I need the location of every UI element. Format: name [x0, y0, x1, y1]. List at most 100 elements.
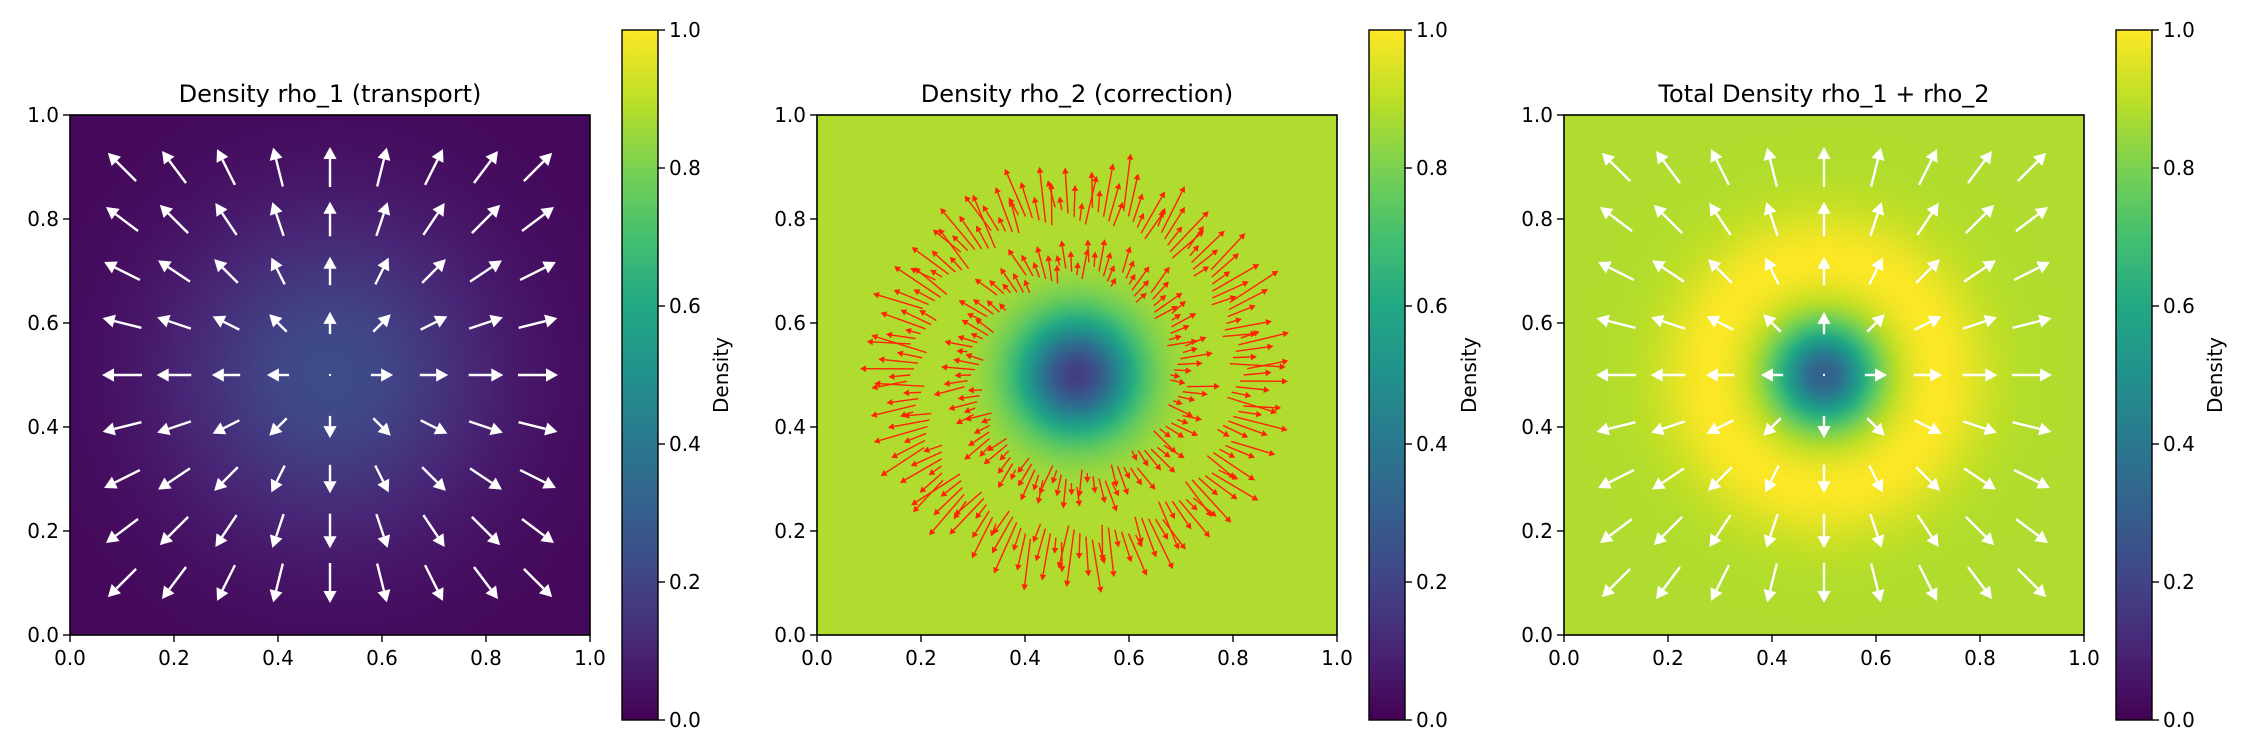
velocity-arrow: [1110, 277, 1116, 287]
velocity-arrow: [971, 516, 994, 559]
velocity-arrow: [1817, 513, 1831, 549]
velocity-arrow: [1045, 254, 1053, 282]
x-tick-label: 0.2: [905, 646, 937, 670]
velocity-arrow: [212, 315, 240, 331]
velocity-arrow: [1963, 260, 1996, 283]
velocity-arrow: [1162, 518, 1186, 550]
velocity-arrow: [953, 357, 980, 366]
y-tick: 0.6: [1521, 311, 1564, 335]
y-tick: 1.0: [774, 103, 817, 127]
velocity-arrow: [1967, 151, 1992, 184]
velocity-arrow: [965, 353, 984, 361]
velocity-arrow: [1091, 251, 1099, 267]
y-tick: 0.2: [27, 519, 70, 543]
velocity-arrow: [1174, 367, 1192, 374]
velocity-arrow: [999, 450, 1010, 461]
colorbar-tick-label: 0.2: [1416, 570, 1448, 594]
velocity-arrow: [1817, 256, 1831, 286]
panel-title: Density rho_1 (transport): [179, 80, 482, 108]
y-tick: 1.0: [27, 103, 70, 127]
y-tick: 0.4: [774, 415, 817, 439]
velocity-arrow: [421, 259, 446, 284]
velocity-arrow: [954, 372, 972, 379]
velocity-arrow: [940, 480, 962, 497]
colorbar-tick: 0.0: [2152, 708, 2195, 732]
x-tick: 1.0: [1321, 635, 1353, 670]
velocity-arrow: [420, 419, 448, 435]
velocity-arrow: [964, 195, 992, 232]
velocity-arrow: [1038, 465, 1054, 495]
velocity-arrow: [872, 292, 923, 310]
velocity-arrow: [1021, 538, 1032, 591]
velocity-arrow: [107, 152, 137, 182]
velocity-arrow: [1170, 313, 1197, 328]
colorbar-tick: 0.2: [1405, 570, 1448, 594]
velocity-arrow: [1601, 568, 1631, 598]
velocity-arrow: [940, 208, 976, 251]
velocity-arrow: [1191, 479, 1232, 523]
velocity-arrow: [1962, 368, 1998, 382]
velocity-arrow: [1032, 523, 1042, 543]
velocity-arrow: [162, 566, 187, 599]
velocity-arrow: [1133, 280, 1150, 297]
x-tick: 0.2: [1652, 635, 1684, 670]
panel-title: Density rho_2 (correction): [921, 80, 1233, 108]
velocity-arrow: [997, 456, 1011, 474]
velocity-arrow: [1140, 191, 1165, 234]
velocity-arrow: [1243, 369, 1272, 377]
colorbar-tick: 0.6: [658, 294, 701, 318]
velocity-arrow: [1191, 230, 1225, 264]
y-tick-label: 1.0: [1521, 103, 1553, 127]
velocity-arrow: [323, 147, 337, 187]
velocity-arrow: [1123, 466, 1131, 480]
velocity-arrow: [888, 373, 911, 380]
velocity-arrow: [269, 513, 285, 548]
velocity-arrow: [1159, 428, 1171, 438]
velocity-arrow: [860, 365, 915, 372]
y-tick: 0.2: [774, 519, 817, 543]
y-tick: 0.2: [1521, 519, 1564, 543]
velocity-arrow: [1167, 338, 1198, 347]
velocity-arrow: [1198, 477, 1218, 496]
velocity-arrow: [1651, 314, 1686, 330]
velocity-arrow: [980, 417, 991, 424]
velocity-arrow: [1211, 271, 1231, 285]
velocity-arrow: [900, 309, 932, 326]
velocity-arrow: [911, 473, 961, 506]
panel-rho2: Density rho_2 (correction) 0.0 0.2 0.4 0.6 0…: [774, 18, 1481, 732]
velocity-arrow: [269, 417, 288, 436]
velocity-arrow: [1008, 200, 1020, 234]
velocity-arrow: [1817, 147, 1831, 187]
velocity-arrow: [1227, 304, 1256, 318]
x-tick-label: 0.4: [1756, 646, 1788, 670]
velocity-arrow: [1212, 264, 1260, 292]
velocity-arrow: [1233, 415, 1288, 432]
x-tick-label: 0.0: [54, 646, 86, 670]
velocity-arrow: [1650, 368, 1686, 382]
velocity-arrow: [964, 438, 990, 460]
velocity-arrow: [1075, 533, 1083, 560]
velocity-arrow: [998, 463, 1014, 489]
velocity-arrow: [519, 261, 556, 282]
velocity-arrow: [887, 419, 930, 430]
velocity-arrow: [1962, 420, 1997, 436]
velocity-arrow: [929, 493, 965, 536]
velocity-arrow: [903, 389, 922, 397]
velocity-arrow: [1112, 201, 1124, 227]
velocity-arrow: [1020, 469, 1036, 501]
velocity-arrow: [1193, 266, 1210, 277]
velocity-arrow: [1116, 465, 1130, 495]
velocity-arrow: [1018, 463, 1033, 487]
velocity-arrow: [270, 465, 286, 493]
velocity-arrow: [323, 464, 337, 494]
velocity-arrow: [104, 261, 141, 282]
velocity-arrow: [1102, 163, 1116, 217]
velocity-arrow: [1868, 257, 1884, 285]
velocity-arrow: [938, 228, 970, 269]
colorbar-tick: 0.0: [658, 708, 701, 732]
velocity-arrow: [1136, 212, 1145, 228]
velocity-arrow: [986, 300, 1000, 313]
y-tick: 0.8: [774, 207, 817, 231]
velocity-arrow: [928, 465, 943, 476]
velocity-arrow: [374, 465, 390, 493]
